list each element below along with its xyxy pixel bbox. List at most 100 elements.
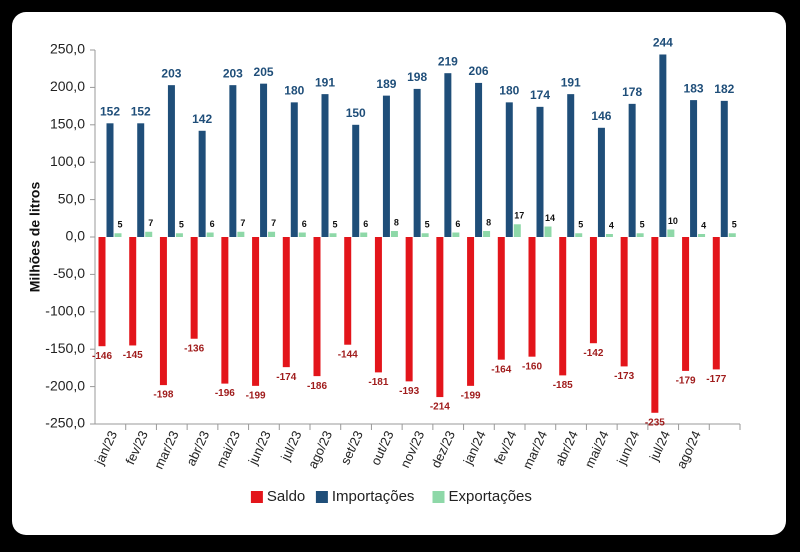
bar — [505, 102, 513, 237]
bar — [620, 237, 628, 367]
data-label: 4 — [701, 220, 706, 230]
bar — [98, 237, 106, 347]
data-label: 5 — [425, 220, 430, 230]
data-label: 183 — [684, 81, 704, 95]
data-label: 203 — [223, 66, 243, 80]
data-label: -177 — [706, 374, 726, 385]
data-label: -196 — [215, 388, 235, 399]
bar — [190, 237, 198, 339]
data-label: 180 — [499, 84, 519, 98]
data-label: 7 — [148, 218, 153, 228]
bar — [298, 232, 306, 237]
bar — [513, 224, 521, 237]
bar — [237, 231, 245, 237]
data-label: -144 — [338, 349, 358, 360]
data-label: 6 — [455, 219, 460, 229]
bar — [159, 237, 167, 386]
data-label: -186 — [307, 381, 327, 392]
data-label: 198 — [407, 70, 427, 84]
data-label: -199 — [246, 390, 266, 401]
data-label: 152 — [100, 104, 120, 118]
data-label: -198 — [153, 390, 173, 401]
y-tick-label: -250,0 — [45, 415, 85, 431]
data-label: -181 — [368, 377, 388, 388]
y-tick-label: 50,0 — [58, 190, 85, 206]
data-label: 5 — [179, 220, 184, 230]
bar — [559, 237, 567, 376]
data-label: 14 — [545, 213, 555, 223]
bar — [268, 231, 276, 237]
data-label: 17 — [514, 211, 524, 221]
legend-swatch — [315, 491, 328, 503]
data-label: 142 — [192, 112, 212, 126]
bar — [260, 83, 268, 237]
bar — [728, 233, 736, 237]
data-label: -174 — [276, 372, 296, 383]
bar — [597, 127, 605, 237]
bar — [198, 130, 206, 237]
bar — [167, 85, 175, 237]
data-label: 6 — [210, 219, 215, 229]
bar — [129, 237, 137, 346]
data-label: -142 — [583, 348, 603, 359]
bar — [712, 237, 720, 370]
data-label: 8 — [394, 217, 399, 227]
y-tick-label: -150,0 — [45, 340, 85, 356]
data-label: 206 — [469, 64, 489, 78]
bar — [382, 95, 390, 238]
bar — [536, 106, 544, 238]
bar — [475, 82, 483, 237]
data-label: 7 — [240, 218, 245, 228]
data-label: 205 — [254, 65, 274, 79]
bar — [137, 123, 145, 237]
data-label: 180 — [284, 84, 304, 98]
data-label: 182 — [714, 82, 734, 96]
bar — [374, 237, 382, 373]
legend-label: Exportações — [449, 488, 532, 505]
legend-swatch — [250, 491, 263, 503]
bar — [221, 237, 229, 384]
bar — [605, 234, 613, 237]
data-label: 219 — [438, 54, 458, 68]
bar — [206, 232, 214, 237]
bar — [452, 232, 460, 237]
data-label: 6 — [363, 219, 368, 229]
legend-label: Importações — [332, 488, 415, 505]
bar — [145, 231, 153, 237]
y-tick-label: 100,0 — [50, 153, 85, 169]
bar — [421, 233, 429, 237]
data-label: 146 — [591, 109, 611, 123]
bar — [175, 233, 183, 237]
bar — [106, 123, 114, 237]
data-label: 8 — [486, 217, 491, 227]
data-label: 174 — [530, 88, 550, 102]
bar — [497, 237, 505, 360]
data-label: 178 — [622, 85, 642, 99]
bar — [252, 237, 260, 386]
data-label: 189 — [376, 77, 396, 91]
data-label: -173 — [614, 371, 634, 382]
y-tick-label: 150,0 — [50, 116, 85, 132]
y-axis-label: Milhões de litros — [27, 182, 43, 293]
bar — [329, 233, 337, 237]
data-label: -235 — [645, 417, 665, 428]
bar — [690, 100, 698, 237]
data-label: -179 — [676, 376, 696, 387]
data-label: -214 — [430, 402, 450, 413]
bar — [720, 100, 728, 237]
data-label: 203 — [161, 66, 181, 80]
legend-swatch — [432, 491, 445, 503]
bar — [544, 226, 552, 237]
data-label: 5 — [332, 220, 337, 230]
bar — [528, 237, 536, 357]
data-label: -146 — [92, 351, 112, 362]
bar — [405, 237, 413, 382]
data-label: 4 — [609, 220, 614, 230]
bar — [352, 124, 360, 237]
data-label: 244 — [653, 36, 673, 50]
bar — [467, 237, 475, 386]
bar — [229, 85, 237, 237]
bar — [651, 237, 659, 413]
